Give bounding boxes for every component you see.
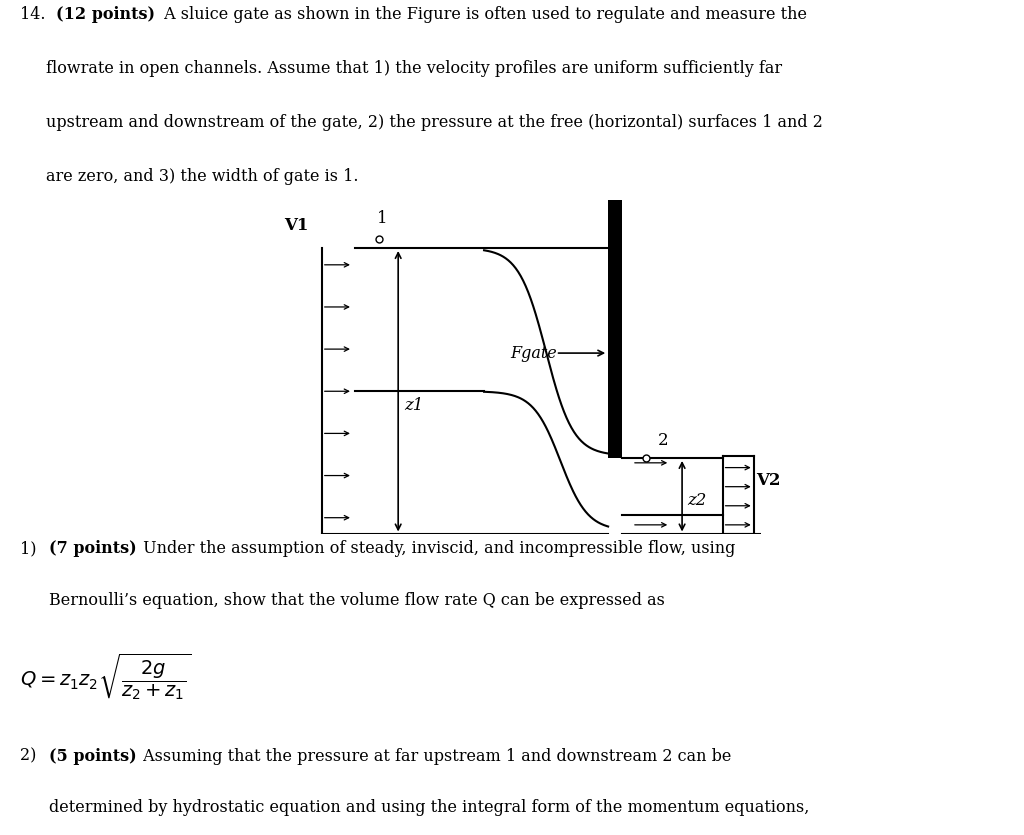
Text: A sluice gate as shown in the Figure is often used to regulate and measure the: A sluice gate as shown in the Figure is …: [159, 6, 807, 23]
Text: Bernoulli’s equation, show that the volume flow rate Q can be expressed as: Bernoulli’s equation, show that the volu…: [49, 591, 665, 609]
Text: upstream and downstream of the gate, 2) the pressure at the free (horizontal) su: upstream and downstream of the gate, 2) …: [46, 114, 823, 131]
Text: determined by hydrostatic equation and using the integral form of the momentum e: determined by hydrostatic equation and u…: [49, 799, 810, 816]
Bar: [608, 200, 623, 458]
Text: are zero, and 3) the width of gate is 1.: are zero, and 3) the width of gate is 1.: [46, 169, 358, 185]
Text: 14.: 14.: [20, 6, 51, 23]
Text: V2: V2: [756, 473, 780, 489]
Text: flowrate in open channels. Assume that 1) the velocity profiles are uniform suff: flowrate in open channels. Assume that 1…: [46, 60, 782, 77]
Text: z2: z2: [687, 492, 707, 509]
Text: Under the assumption of steady, inviscid, and incompressible flow, using: Under the assumption of steady, inviscid…: [138, 540, 735, 558]
Text: 1: 1: [377, 210, 387, 226]
Text: $Q = z_1 z_2 \sqrt{\dfrac{2g}{z_2 + z_1}}$: $Q = z_1 z_2 \sqrt{\dfrac{2g}{z_2 + z_1}…: [20, 651, 191, 702]
Text: (5 points): (5 points): [49, 748, 137, 765]
Text: V1: V1: [284, 217, 308, 234]
Text: Fgate: Fgate: [510, 345, 557, 362]
Text: Assuming that the pressure at far upstream 1 and downstream 2 can be: Assuming that the pressure at far upstre…: [138, 748, 731, 765]
Text: (12 points): (12 points): [56, 6, 156, 23]
Text: 1): 1): [20, 540, 42, 558]
Text: 2): 2): [20, 748, 42, 765]
Text: 2: 2: [658, 432, 669, 448]
Text: z1: z1: [403, 397, 423, 414]
Text: (7 points): (7 points): [49, 540, 137, 558]
